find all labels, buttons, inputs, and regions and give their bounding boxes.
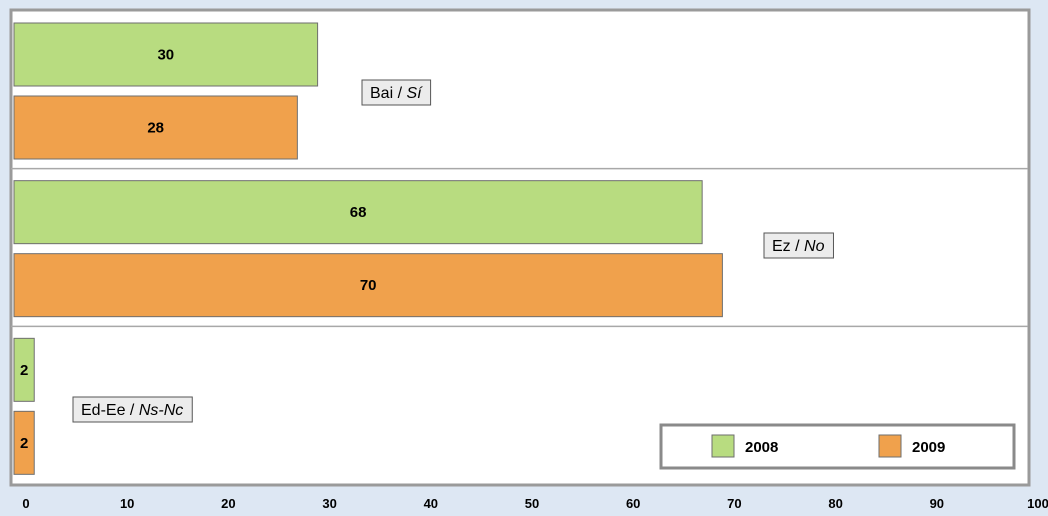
category-label-1: Ez / No — [763, 232, 834, 259]
legend-label-2009: 2009 — [912, 439, 945, 456]
legend-swatch-2008 — [711, 434, 735, 458]
bar-value-label: 68 — [350, 204, 367, 221]
category-label-box — [72, 396, 193, 423]
category-label-main: Bai / — [370, 85, 406, 102]
bar-2009-cat-2 — [13, 410, 35, 475]
x-tick-label: 70 — [727, 496, 741, 511]
x-tick-label: 100 — [1027, 496, 1048, 511]
bar-2008-cat-0 — [13, 22, 319, 87]
x-tick-label: 20 — [221, 496, 235, 511]
x-tick-label: 90 — [930, 496, 944, 511]
bar-value-label: 2 — [20, 362, 28, 379]
category-label-italic: Sí — [406, 85, 423, 102]
x-tick-label: 40 — [424, 496, 438, 511]
x-tick-label: 50 — [525, 496, 539, 511]
category-label-box — [361, 79, 432, 106]
bar-value-label: 28 — [147, 120, 164, 137]
legend-swatch-2009 — [878, 434, 902, 458]
category-label-2: Ed-Ee / Ns-Nc — [72, 396, 193, 423]
category-label-text: Ez / No — [772, 238, 825, 255]
category-label-italic: No — [804, 238, 825, 255]
x-tick-label: 30 — [322, 496, 336, 511]
bar-2008-cat-1 — [13, 180, 703, 245]
bar-value-label: 2 — [20, 435, 28, 452]
category-label-main: Ed-Ee / — [81, 402, 139, 419]
category-label-0: Bai / Sí — [361, 79, 432, 106]
category-label-box — [763, 232, 834, 259]
bar-2009-cat-0 — [13, 95, 298, 160]
bar-2008-cat-2 — [13, 337, 35, 402]
category-label-text: Bai / Sí — [370, 85, 423, 102]
category-label-italic: Ns-Nc — [139, 402, 183, 419]
bar-2009-cat-1 — [13, 253, 723, 318]
category-label-main: Ez / — [772, 238, 804, 255]
category-label-text: Ed-Ee / Ns-Nc — [81, 402, 183, 419]
x-tick-label: 60 — [626, 496, 640, 511]
x-tick-label: 80 — [828, 496, 842, 511]
x-tick-label: 0 — [22, 496, 29, 511]
legend-label-2008: 2008 — [745, 439, 778, 456]
x-tick-label: 10 — [120, 496, 134, 511]
bar-value-label: 30 — [157, 47, 174, 64]
bar-value-label: 70 — [360, 277, 377, 294]
